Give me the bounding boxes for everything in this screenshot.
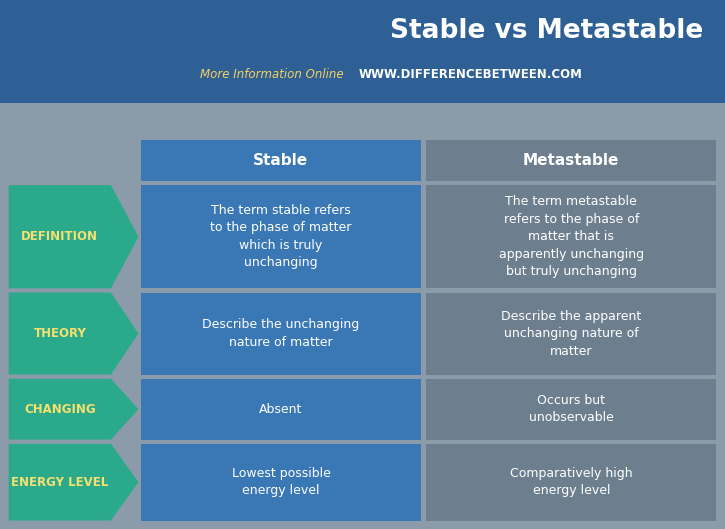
FancyBboxPatch shape [426,379,716,440]
Text: ENERGY LEVEL: ENERGY LEVEL [11,476,109,489]
Text: Metastable: Metastable [523,153,619,168]
Polygon shape [9,444,138,521]
Text: The term metastable
refers to the phase of
matter that is
apparently unchanging
: The term metastable refers to the phase … [499,195,644,278]
Text: Comparatively high
energy level: Comparatively high energy level [510,467,633,497]
FancyBboxPatch shape [141,444,420,521]
FancyBboxPatch shape [426,185,716,288]
Polygon shape [9,293,138,375]
Text: The term stable refers
to the phase of matter
which is truly
unchanging: The term stable refers to the phase of m… [210,204,352,269]
Text: Stable vs Metastable: Stable vs Metastable [390,18,703,44]
Polygon shape [9,379,138,440]
FancyBboxPatch shape [141,293,420,375]
Text: CHANGING: CHANGING [24,403,96,416]
Polygon shape [9,185,138,288]
Text: Occurs but
unobservable: Occurs but unobservable [529,394,614,424]
FancyBboxPatch shape [141,140,420,181]
Text: WWW.DIFFERENCEBETWEEN.COM: WWW.DIFFERENCEBETWEEN.COM [359,68,583,81]
Text: Absent: Absent [260,403,302,416]
FancyBboxPatch shape [426,140,716,181]
Text: Stable: Stable [253,153,309,168]
FancyBboxPatch shape [0,0,725,103]
Text: Describe the unchanging
nature of matter: Describe the unchanging nature of matter [202,318,360,349]
Text: THEORY: THEORY [33,327,86,340]
FancyBboxPatch shape [426,293,716,375]
Text: Lowest possible
energy level: Lowest possible energy level [231,467,331,497]
Text: DEFINITION: DEFINITION [21,230,99,243]
Text: Describe the apparent
unchanging nature of
matter: Describe the apparent unchanging nature … [501,309,642,358]
FancyBboxPatch shape [141,379,420,440]
FancyBboxPatch shape [141,185,420,288]
Text: More Information Online: More Information Online [201,68,352,81]
FancyBboxPatch shape [426,444,716,521]
